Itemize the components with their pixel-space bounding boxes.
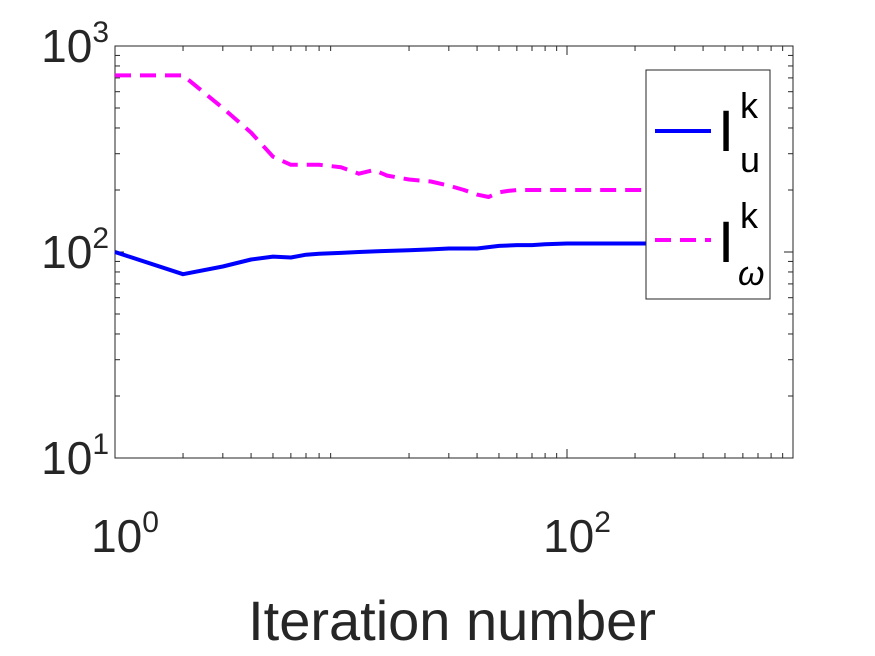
legend-label-omega-sub: ω — [738, 255, 764, 293]
legend-label-u-sup: k — [740, 85, 759, 126]
y-tick-labels: 101 102 103 — [41, 16, 109, 484]
x-tick-label: 102 — [543, 506, 611, 562]
legend-label-omega-main: I — [718, 210, 734, 275]
series-lines — [114, 73, 657, 277]
legend: I k u I k ω — [645, 69, 771, 300]
x-tick-labels: 100 102 — [91, 506, 611, 562]
legend-label-omega-sup: k — [740, 195, 759, 236]
y-tick-label: 102 — [41, 222, 109, 278]
y-tick-label: 101 — [41, 428, 109, 484]
minor-ticks — [115, 46, 793, 458]
legend-label-u-sub: u — [740, 139, 760, 180]
y-tick-label: 103 — [41, 16, 109, 72]
series-line-omega — [115, 73, 657, 199]
series-line-u — [114, 241, 657, 277]
x-axis-label: Iteration number — [248, 589, 656, 652]
x-tick-label: 100 — [91, 506, 159, 562]
legend-box — [645, 69, 771, 300]
legend-label-u-main: I — [718, 99, 734, 164]
major-ticks — [114, 45, 793, 459]
